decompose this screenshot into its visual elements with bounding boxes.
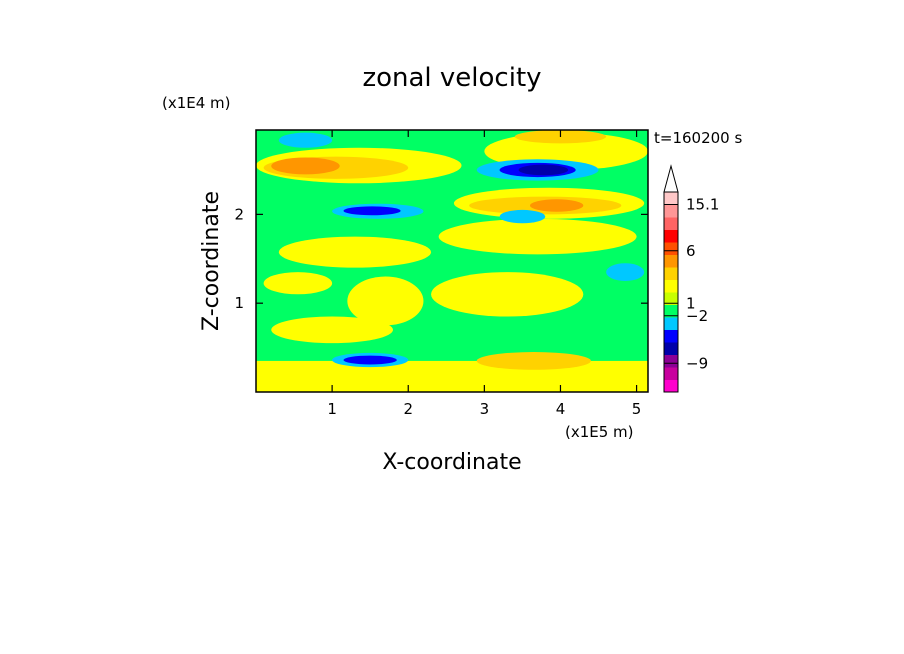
- colorbar-segment: [664, 317, 678, 330]
- contour-region: [499, 209, 546, 224]
- contour-region: [263, 272, 333, 295]
- time-label: t=160200 s: [654, 129, 742, 147]
- colorbar-segment: [664, 242, 678, 255]
- colorbar-segment: [664, 204, 678, 218]
- x-tick-label: 2: [403, 400, 413, 418]
- colorbar-label: −9: [686, 354, 708, 372]
- x-tick-label: 1: [327, 400, 337, 418]
- contour-region: [278, 236, 432, 268]
- colorbar-segment: [664, 267, 678, 280]
- plot-frame: [255, 129, 649, 393]
- y-axis-label: Z-coordinate: [199, 191, 224, 331]
- y-scale-label: (x1E4 m): [162, 94, 231, 112]
- colorbar-segment: [664, 254, 678, 268]
- colorbar-segment: [664, 367, 678, 380]
- colorbar-segment: [664, 342, 678, 355]
- x-tick-label: 4: [556, 400, 566, 418]
- plot-area: [256, 130, 648, 392]
- contour-region: [518, 164, 569, 176]
- colorbar-segment: [664, 354, 678, 368]
- colorbar-segment: [664, 192, 678, 205]
- colorbar-segment: [664, 379, 678, 393]
- colorbar-segment: [664, 229, 678, 243]
- contour-region: [606, 263, 645, 281]
- contour-region: [278, 132, 333, 148]
- x-axis-label: X-coordinate: [382, 450, 521, 475]
- colorbar-segment: [664, 279, 678, 293]
- contour-region: [530, 199, 584, 212]
- x-tick-label: 3: [480, 400, 490, 418]
- colorbar: 15.1 6 1−2 −9: [663, 164, 719, 393]
- y-tick-label: 1: [234, 294, 244, 312]
- x-tick-label: 5: [632, 400, 642, 418]
- contour-region: [271, 316, 394, 344]
- contour-region: [343, 355, 397, 365]
- contour-region: [476, 352, 591, 370]
- colorbar-label: 1: [686, 294, 696, 312]
- x-scale-label: (x1E5 m): [565, 423, 634, 441]
- chart-title: zonal velocity: [362, 63, 541, 93]
- contour-region: [256, 360, 648, 392]
- colorbar-segment: [664, 292, 678, 305]
- y-tick-label: 2: [234, 205, 244, 223]
- colorbar-segment: [664, 217, 678, 230]
- colorbar-label: −2: [686, 307, 708, 325]
- contour-region: [438, 218, 637, 255]
- colorbar-label: 15.1: [686, 196, 719, 214]
- colorbar-extend-arrow: [663, 164, 679, 193]
- contour-region: [347, 276, 424, 326]
- colorbar-label: 6: [686, 242, 696, 260]
- colorbar-segment: [664, 304, 678, 318]
- y-axis: 12: [234, 205, 648, 312]
- contour-region: [271, 157, 340, 175]
- x-axis: 1 2 3 4 5: [327, 130, 641, 418]
- contour-region: [343, 206, 401, 216]
- contour-region: [431, 272, 584, 317]
- colorbar-segment: [664, 329, 678, 343]
